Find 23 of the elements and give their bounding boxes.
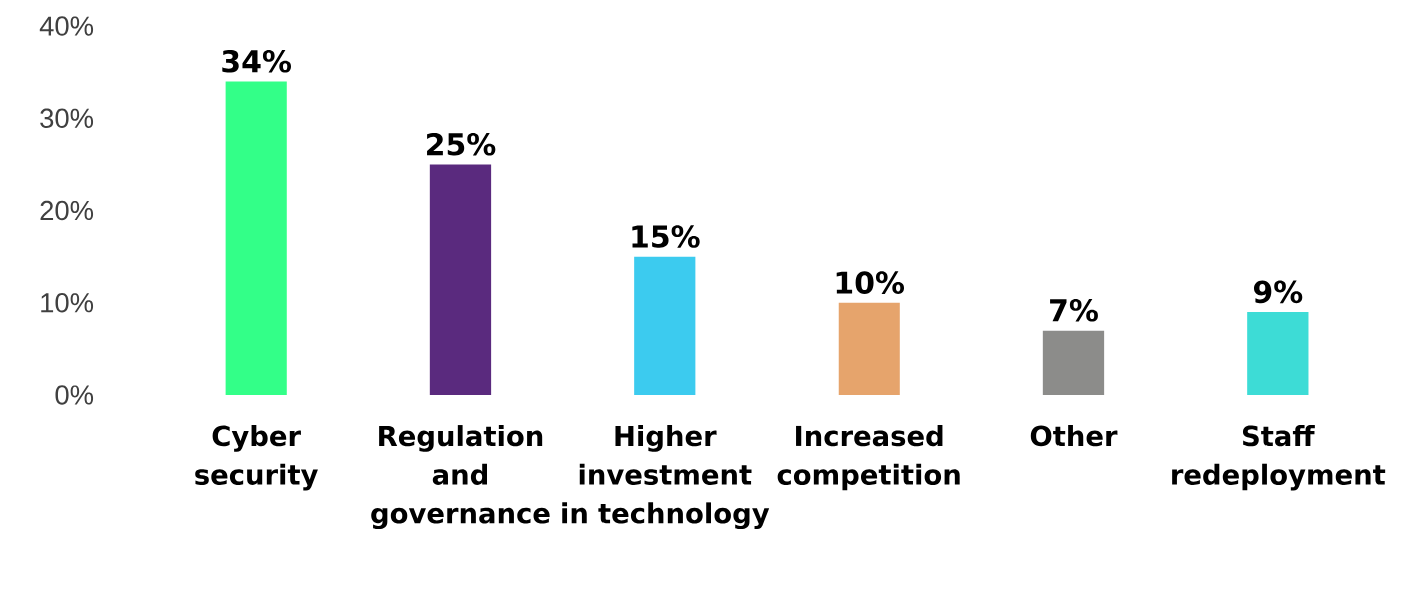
data-label: 25% xyxy=(427,132,496,156)
bar xyxy=(634,256,696,396)
bar xyxy=(838,302,900,396)
data-label: 9% xyxy=(1253,280,1303,304)
bar xyxy=(1247,312,1309,396)
y-tick-label: 40% xyxy=(39,16,94,36)
y-tick-label: 30% xyxy=(40,108,94,129)
x-tick-label: Regulation and governance xyxy=(371,425,550,530)
x-tick-label: Increased competition xyxy=(777,425,960,491)
y-tick-label: 10% xyxy=(41,293,94,313)
x-tick-label: Staff redeployment xyxy=(1172,425,1386,491)
bar xyxy=(429,164,492,396)
y-tick-label: 0% xyxy=(55,385,94,405)
x-tick-label: Other xyxy=(1030,425,1118,447)
data-label: 15% xyxy=(632,225,700,248)
x-tick-label: Higher investment in technology xyxy=(562,425,770,530)
x-tick-label: Cyber security xyxy=(195,425,318,491)
data-label: 34% xyxy=(222,49,291,73)
bar xyxy=(225,81,287,396)
data-label: 7% xyxy=(1050,299,1098,322)
data-label: 10% xyxy=(836,271,905,294)
y-tick-label: 20% xyxy=(40,200,94,221)
bar xyxy=(1042,330,1105,396)
